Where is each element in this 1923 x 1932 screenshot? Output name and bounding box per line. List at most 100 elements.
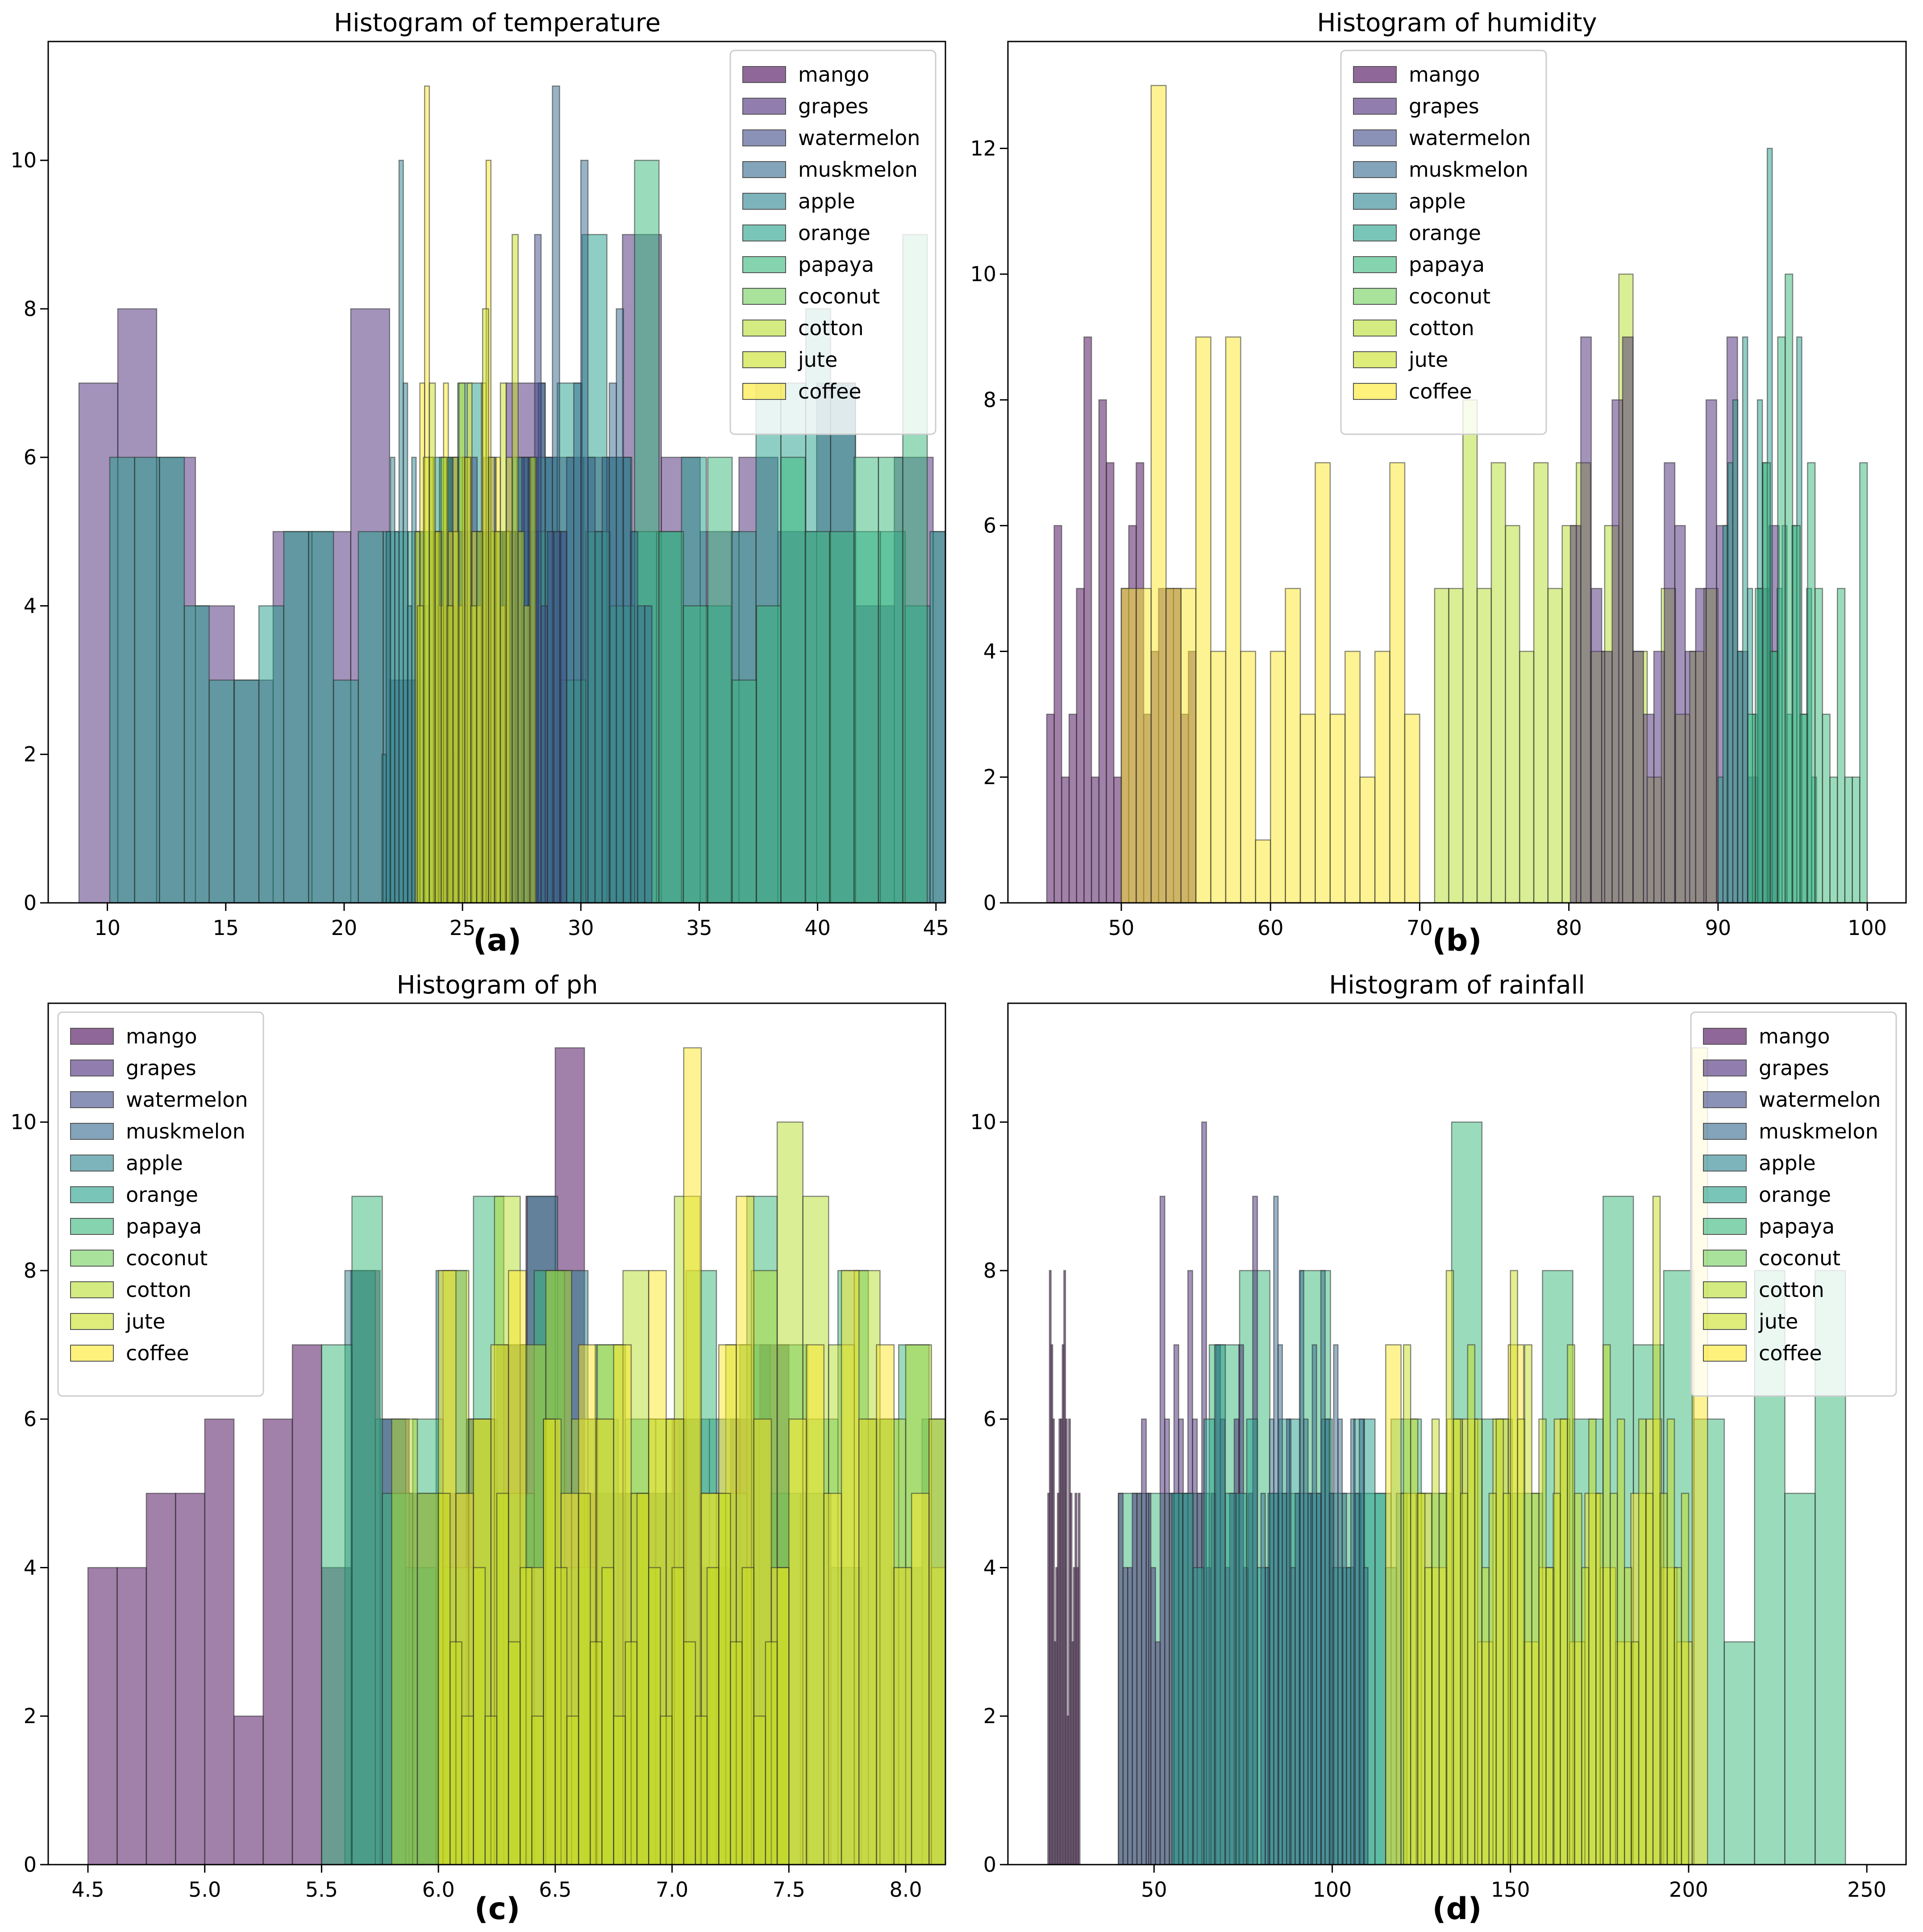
bar-watermelon	[559, 531, 567, 903]
bar-orange	[1235, 1492, 1248, 1865]
bar-jute	[1410, 1418, 1419, 1865]
bar-jute	[1417, 1492, 1426, 1865]
legend-label-coffee: coffee	[1409, 379, 1472, 403]
bar-coffee	[1315, 462, 1331, 903]
bar-apple	[407, 605, 412, 903]
bar-orange	[1203, 1418, 1215, 1865]
bar-papaya	[683, 605, 708, 903]
bar-mango	[87, 1567, 118, 1865]
x-tick-label: 60	[1257, 916, 1284, 940]
bar-papaya	[1829, 777, 1838, 903]
bar-mango	[1046, 714, 1055, 903]
bar-muskmelon	[623, 457, 631, 903]
x-tick-label: 7.0	[656, 1878, 688, 1902]
bar-muskmelon	[1307, 1492, 1313, 1865]
bar-jute	[554, 1567, 568, 1865]
bar-apple	[403, 382, 408, 903]
x-tick-label: 6.0	[422, 1878, 455, 1902]
bar-jute	[1453, 1418, 1461, 1865]
bar-orange	[1737, 651, 1744, 903]
bar-jute	[523, 605, 531, 903]
bar-jute	[1581, 1567, 1590, 1865]
bar-jute	[1460, 1492, 1469, 1865]
x-tick-label: 6.5	[539, 1878, 571, 1902]
bar-orange	[1717, 777, 1724, 903]
bar-jute	[1403, 1344, 1411, 1865]
bar-jute	[1424, 1567, 1433, 1865]
bar-jute	[1617, 1418, 1625, 1865]
bar-orange	[1374, 1492, 1386, 1865]
legend-label-cotton: cotton	[126, 1278, 191, 1302]
bar-jute	[1431, 1418, 1440, 1865]
x-tick-label: 80	[1556, 916, 1582, 940]
bar-muskmelon	[1303, 1418, 1309, 1865]
legend-swatch-mango	[1353, 66, 1397, 83]
legend-swatch-mango	[742, 66, 786, 83]
bar-jute	[1488, 1492, 1497, 1865]
legend-label-orange: orange	[798, 221, 870, 245]
legend-swatch-coffee	[742, 383, 786, 400]
bar-muskmelon	[1350, 1418, 1356, 1865]
x-tick-label: 8.0	[889, 1878, 922, 1902]
legend-swatch-watermelon	[742, 129, 786, 146]
bar-jute	[601, 1567, 614, 1865]
x-tick-label: 5.5	[305, 1878, 338, 1902]
bar-jute	[1531, 1492, 1540, 1865]
bar-muskmelon	[594, 531, 603, 903]
legend-label-mango: mango	[1409, 62, 1480, 87]
bar-coffee	[928, 1418, 945, 1865]
bar-jute	[1524, 1344, 1532, 1865]
bar-coffee	[1385, 1344, 1402, 1865]
bar-mango	[117, 1567, 147, 1865]
bar-muskmelon	[1299, 1270, 1304, 1865]
bars-layer	[87, 1047, 945, 1865]
y-tick-label: 4	[983, 1555, 996, 1579]
x-tick-label: 40	[804, 916, 831, 940]
legend-swatch-coffee	[1353, 383, 1397, 400]
bar-papaya	[351, 1196, 383, 1865]
legend-label-jute: jute	[1758, 1309, 1798, 1334]
y-tick-label: 8	[24, 1259, 37, 1283]
bar-orange	[134, 457, 160, 903]
panel-humidity: Histogram of humidity 50 60 70 80 90 100 0 2 4 6 8…	[970, 8, 1907, 958]
bar-apple	[398, 159, 404, 903]
plot-rainfall: 50 100 150 200 250 0 2 4 6 8 10 mango grapes watermel…	[970, 1002, 1907, 1902]
bar-muskmelon	[1328, 1492, 1334, 1865]
bar-jute	[531, 1715, 544, 1865]
bar-papaya	[1747, 714, 1756, 903]
bar-mango	[146, 1492, 176, 1865]
bar-papaya	[1777, 336, 1786, 903]
bar-jute	[660, 1715, 673, 1865]
bar-cotton	[1448, 588, 1464, 903]
legend-swatch-mango	[1703, 1028, 1747, 1045]
x-tick-label: 150	[1491, 1878, 1530, 1902]
bar-jute	[446, 605, 454, 903]
bar-papaya	[1807, 462, 1816, 903]
bar-orange	[1224, 1492, 1237, 1865]
bar-jute	[484, 1715, 498, 1865]
bar-apple	[386, 531, 391, 903]
bar-muskmelon	[1260, 1492, 1266, 1865]
legend-swatch-muskmelon	[1703, 1123, 1747, 1140]
bar-jute	[1659, 1492, 1668, 1865]
legend-label-coffee: coffee	[126, 1341, 189, 1365]
bar-coffee	[1240, 651, 1257, 903]
bar-jute	[1445, 1270, 1454, 1865]
bar-jute	[473, 1567, 486, 1865]
bar-muskmelon	[1273, 1196, 1279, 1865]
panel-temperature: Histogram of temperature 10 15 20 25 30 35 40 4…	[10, 8, 949, 958]
y-tick-label: 8	[983, 388, 996, 412]
bar-papaya	[707, 457, 733, 903]
legend-label-watermelon: watermelon	[1759, 1088, 1881, 1112]
bar-muskmelon	[1269, 1418, 1274, 1865]
bar-orange	[1214, 1344, 1226, 1865]
bar-muskmelon	[1346, 1567, 1352, 1865]
bar-papaya	[1814, 588, 1823, 903]
y-tick-label: 0	[983, 1853, 996, 1877]
legend-label-grapes: grapes	[1409, 94, 1479, 118]
bar-jute	[1438, 1492, 1447, 1865]
bar-grapes	[1122, 1567, 1128, 1865]
legend-label-mango: mango	[1759, 1024, 1830, 1048]
x-tick-label: 70	[1407, 916, 1433, 940]
bar-muskmelon	[1286, 1418, 1292, 1865]
